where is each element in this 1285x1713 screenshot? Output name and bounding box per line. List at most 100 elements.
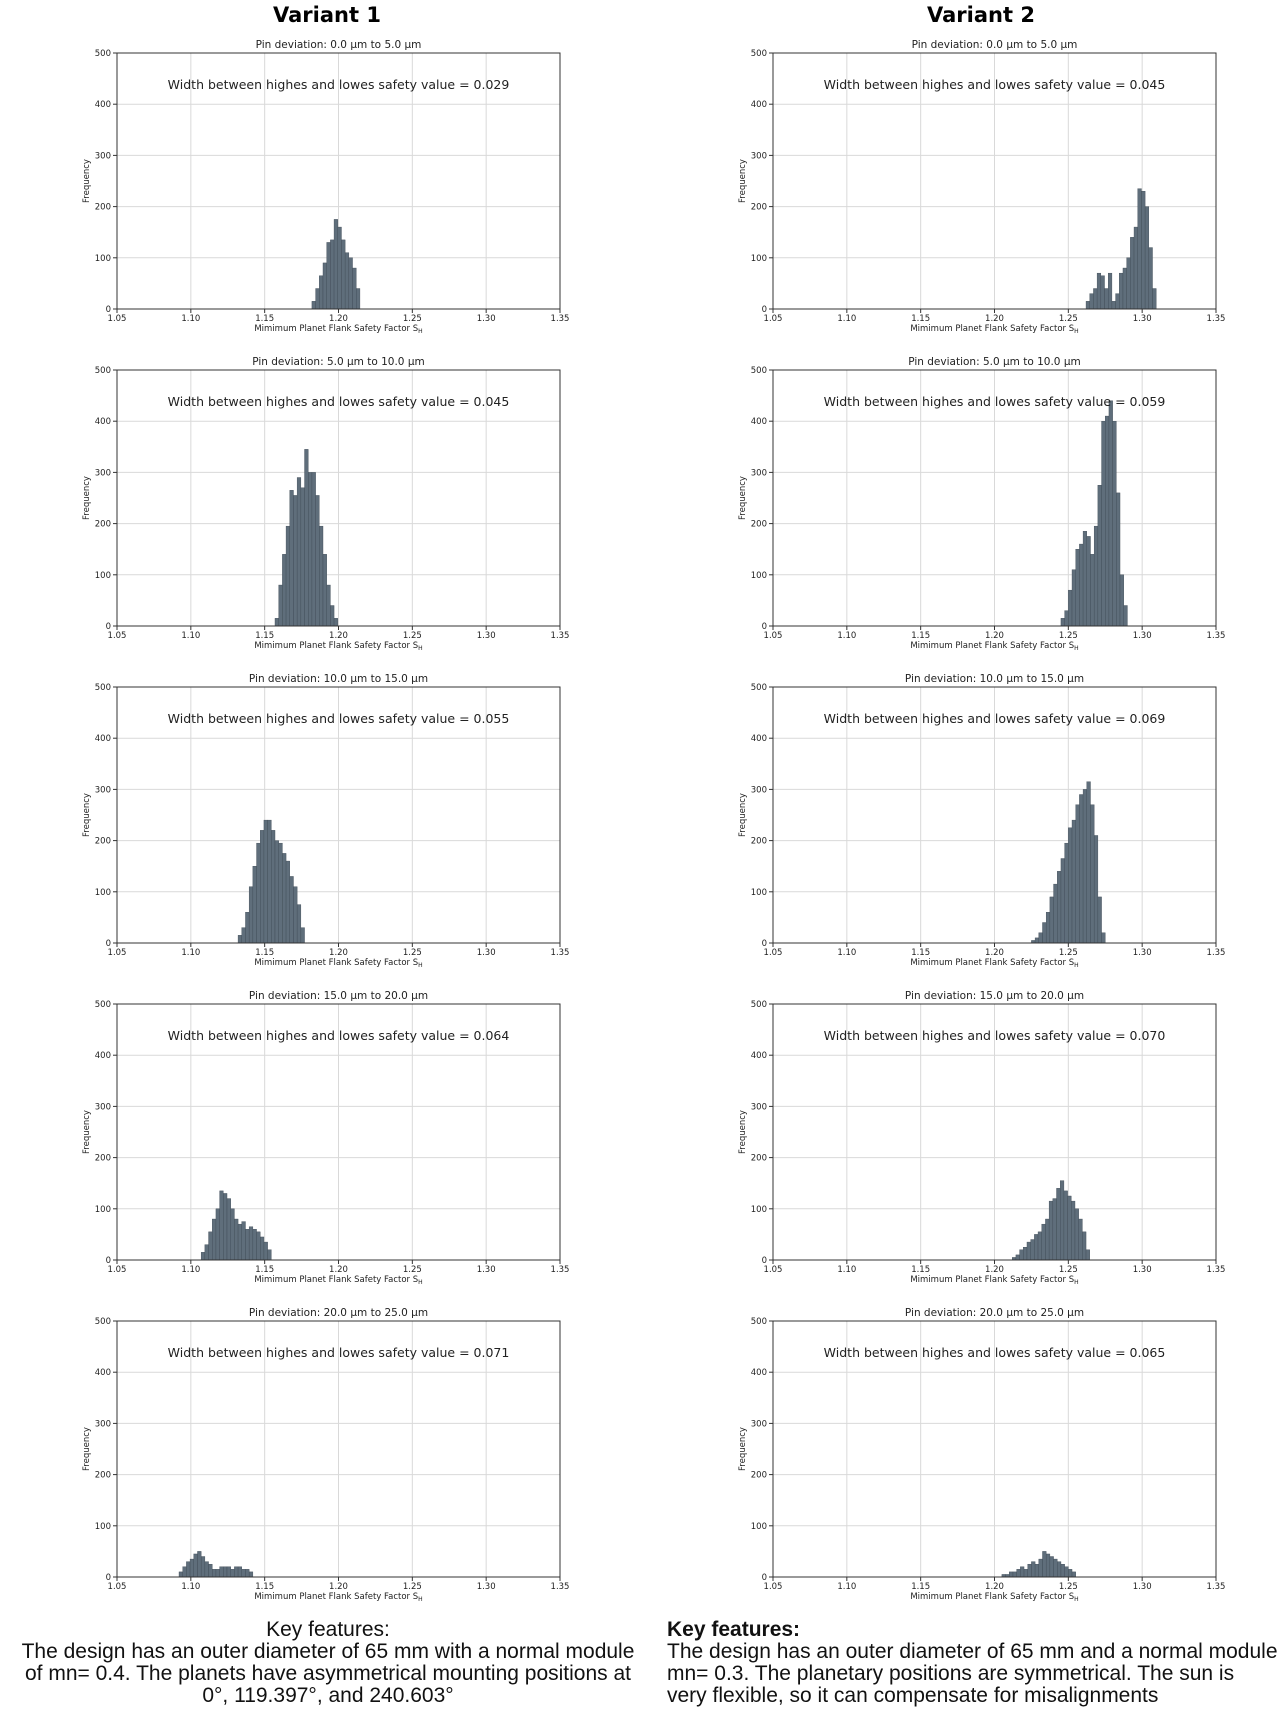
chart-9-x-axis-label-subscript: H	[418, 1596, 423, 1603]
chart-5-x-axis-label-subscript: H	[418, 962, 423, 969]
chart-2-y-tick-label: 300	[751, 151, 767, 161]
chart-5-bar	[289, 876, 294, 944]
chart-1-bar	[352, 267, 357, 310]
chart-9-y-tick-label: 100	[95, 1522, 111, 1532]
chart-6-x-tick-label: 1.15	[911, 948, 930, 958]
chart-5-x-axis-label: Mimimum Planet Flank Safety Factor SH	[254, 958, 422, 969]
chart-8-bar	[1026, 1241, 1031, 1261]
chart-8-y-axis-label: Frequency	[738, 1110, 748, 1154]
chart-1-bar	[344, 252, 350, 310]
chart-3-bar	[315, 495, 320, 627]
chart-4-y-tick-label: 400	[751, 417, 767, 427]
variant-1-key-features: Key features: The design has an outer di…	[18, 1619, 638, 1707]
chart-7-bar	[256, 1231, 261, 1261]
chart-3-y-tick-label: 200	[95, 520, 111, 530]
chart-4-bar	[1090, 554, 1095, 627]
chart-3-bar	[308, 472, 313, 627]
chart-6-bar	[1042, 922, 1047, 944]
chart-10-x-axis-label-subscript: H	[1074, 1596, 1079, 1603]
chart-7-bar	[241, 1221, 246, 1261]
chart-3-x-axis-label-subscript: H	[418, 645, 423, 652]
chart-7-bar	[245, 1229, 250, 1261]
chart-1-y-tick-label: 500	[95, 49, 111, 59]
chart-7-y-tick-label: 300	[95, 1102, 111, 1112]
chart-1-y-axis-label: Frequency	[82, 159, 92, 203]
chart-6-bar	[1086, 781, 1091, 944]
chart-5-bar	[241, 927, 246, 944]
chart-9-annotation: Width between highes and lowes safety va…	[168, 1345, 510, 1360]
chart-5-y-tick-label: 0	[106, 939, 111, 949]
variant-2-key-features: Key features: The design has an outer di…	[667, 1619, 1279, 1707]
chart-2-x-tick-label: 1.25	[1059, 314, 1078, 324]
chart-2-annotation: Width between highes and lowes safety va…	[824, 77, 1166, 92]
chart-10-x-tick-label: 1.25	[1059, 1582, 1078, 1592]
chart-9-bar	[215, 1569, 220, 1578]
chart-7-bar	[234, 1218, 239, 1261]
chart-7-bar	[212, 1218, 217, 1261]
chart-6-y-tick-label: 400	[751, 734, 767, 744]
chart-1-bar	[330, 239, 335, 310]
chart-1-x-axis-label: Mimimum Planet Flank Safety Factor SH	[254, 324, 422, 335]
chart-10-bar	[1057, 1561, 1062, 1578]
chart-7-bar	[230, 1208, 235, 1261]
chart-5-x-tick-label: 1.20	[329, 948, 348, 958]
chart-6-x-axis-label-subscript: H	[1074, 962, 1079, 969]
chart-6-bar	[1097, 896, 1102, 944]
chart-8-bar	[1071, 1200, 1076, 1261]
chart-8-bar	[1034, 1234, 1039, 1261]
chart-10-y-tick-label: 400	[751, 1368, 767, 1378]
chart-9-bar	[197, 1551, 202, 1578]
chart-1-bar	[356, 288, 361, 310]
chart-7-y-tick-label: 100	[95, 1205, 111, 1215]
chart-10-bar	[1012, 1571, 1017, 1578]
chart-3-x-tick-label: 1.25	[403, 631, 422, 641]
chart-6-x-tick-label: 1.25	[1059, 948, 1078, 958]
chart-5-bar	[296, 904, 302, 944]
chart-6-bar	[1101, 932, 1106, 944]
chart-4-bar	[1101, 421, 1106, 627]
chart-4-bar	[1123, 605, 1128, 627]
chart-6-x-tick-label: 1.30	[1133, 948, 1152, 958]
chart-1-bar	[315, 288, 320, 310]
histogram-grid: 1.05 1.10 1.15 1.20 1.25 1.30 1.35 0 100 200 300 40…	[82, 39, 1226, 1603]
chart-9-bar	[186, 1561, 191, 1578]
chart-6-bar	[1060, 858, 1065, 944]
chart-6-bar	[1075, 804, 1080, 944]
chart-7-bar	[200, 1252, 206, 1261]
chart-9-bar	[204, 1561, 209, 1578]
chart-3-annotation: Width between highes and lowes safety va…	[168, 394, 510, 409]
chart-1-x-tick-label: 1.20	[329, 314, 348, 324]
chart-9-y-tick-label: 400	[95, 1368, 111, 1378]
chart-8-y-tick-label: 500	[751, 1000, 767, 1010]
chart-1-y-tick-label: 300	[95, 151, 111, 161]
chart-5-y-axis-label: Frequency	[82, 793, 92, 837]
chart-5-x-tick-label: 1.15	[255, 948, 274, 958]
chart-4-x-tick-label: 1.20	[985, 631, 1004, 641]
chart-2-y-tick-label: 100	[751, 254, 767, 264]
chart-9-x-tick-label: 1.35	[551, 1582, 570, 1592]
chart-8-bar	[1037, 1231, 1042, 1261]
chart-6-title: Pin deviation: 10.0 µm to 15.0 µm	[905, 673, 1084, 685]
chart-4-bar	[1079, 543, 1084, 627]
chart-4-title: Pin deviation: 5.0 µm to 10.0 µm	[908, 356, 1080, 368]
chart-7-bar	[208, 1231, 213, 1261]
chart-2-y-tick-label: 200	[751, 203, 767, 213]
chart-2-x-tick-label: 1.05	[764, 314, 783, 324]
chart-5-bar	[245, 912, 250, 944]
chart-6-bar	[1090, 804, 1095, 944]
chart-4-y-tick-label: 100	[751, 571, 767, 581]
chart-3-x-tick-label: 1.35	[551, 631, 570, 641]
chart-7-y-axis-label: Frequency	[82, 1110, 92, 1154]
chart-5-bar	[256, 842, 261, 944]
chart-2-x-tick-label: 1.35	[1207, 314, 1226, 324]
chart-8-y-tick-label: 400	[751, 1051, 767, 1061]
chart-7-x-axis-label-subscript: H	[418, 1279, 423, 1286]
chart-5-bar	[285, 860, 290, 944]
chart-4-x-axis-label-subscript: H	[1074, 645, 1079, 652]
chart-1-bar	[341, 239, 346, 310]
chart-5-x-tick-label: 1.10	[181, 948, 200, 958]
chart-2-bar	[1148, 247, 1153, 310]
chart-6-bar	[1079, 794, 1084, 944]
chart-3-bar	[311, 472, 316, 627]
chart-2-bar	[1130, 237, 1135, 310]
